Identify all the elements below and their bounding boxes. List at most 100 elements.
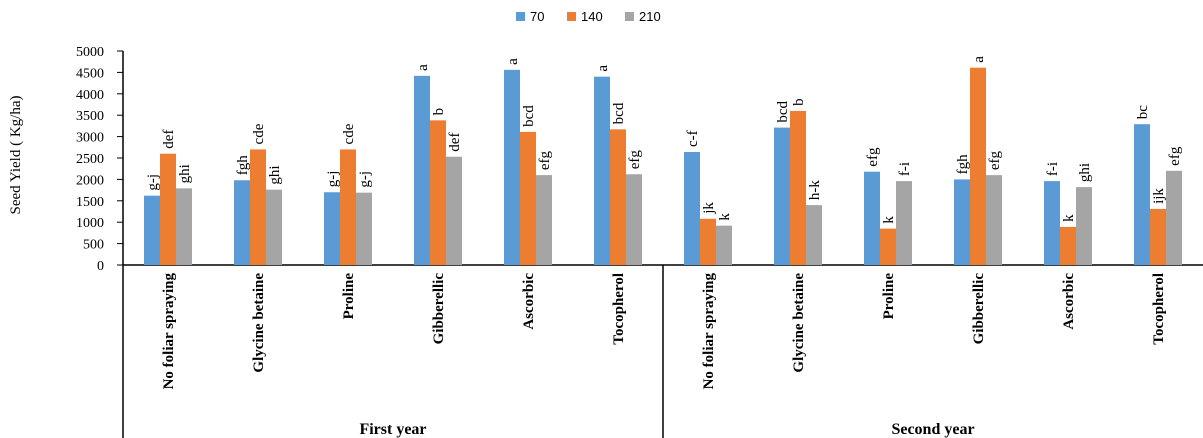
y-tick-label: 3500	[76, 109, 104, 124]
bar-210	[1076, 187, 1092, 265]
legend-swatch-70	[516, 12, 525, 21]
bars-layer	[144, 67, 1182, 266]
significance-label: a	[505, 58, 521, 65]
significance-label: a	[595, 65, 611, 72]
category-label: Gibberellic	[431, 273, 447, 345]
bar-70	[234, 180, 250, 265]
y-tick-label: 2000	[76, 173, 104, 188]
bar-140	[250, 149, 266, 265]
y-tick-label: 1500	[76, 195, 104, 210]
significance-label: fgh	[955, 154, 971, 174]
legend-swatch-210	[625, 12, 634, 21]
axes: 0 500 1000 1500 2000 2500 3000 3500 4000 4500 5000	[76, 45, 1203, 438]
bar-140	[160, 153, 176, 265]
significance-label: cde	[251, 123, 267, 144]
significance-label: efg	[627, 150, 643, 170]
y-tick-label: 4000	[76, 88, 104, 103]
y-axis-title: Seed Yield ( Kg/ha)	[8, 95, 24, 214]
bar-210	[806, 205, 822, 265]
y-tick-label: 0	[97, 259, 104, 274]
significance-label: f-i	[897, 162, 913, 176]
group-label: First year	[359, 421, 426, 438]
bar-70	[1134, 124, 1150, 265]
bar-140	[790, 110, 806, 265]
category-labels-layer: No foliar spraying Glycine betaine Proline…	[161, 265, 1167, 438]
category-label: Proline	[341, 273, 357, 320]
legend-label: 210	[639, 9, 661, 24]
significance-label: bcd	[611, 102, 627, 124]
category-label: No foliar spraying	[701, 273, 717, 390]
bar-210	[716, 225, 732, 265]
bar-140	[430, 120, 446, 265]
significance-label: a	[971, 56, 987, 63]
y-tick-label: 1000	[76, 216, 104, 231]
bar-210	[1166, 170, 1182, 265]
significance-label: bcd	[775, 100, 791, 122]
significance-label: b	[431, 108, 447, 116]
significance-label: k	[717, 213, 733, 221]
bar-70	[954, 179, 970, 265]
bar-210	[536, 175, 552, 265]
bar-70	[594, 76, 610, 266]
significance-label: fgh	[235, 155, 251, 175]
bar-140	[520, 131, 536, 265]
significance-label: k	[881, 216, 897, 224]
bar-70	[324, 192, 340, 265]
significance-label: c-f	[685, 130, 701, 147]
bar-140	[340, 149, 356, 265]
significance-label: b	[791, 98, 807, 106]
legend-swatch-140	[567, 12, 576, 21]
bar-70	[504, 69, 520, 265]
y-tick-label: 3000	[76, 131, 104, 146]
category-label: Glycine betaine	[791, 273, 807, 373]
y-tick-label: 5000	[76, 45, 104, 60]
y-tick-label: 500	[83, 238, 104, 253]
bar-210	[986, 175, 1002, 265]
bar-70	[1044, 181, 1060, 265]
category-label: Gibberellic	[971, 273, 987, 345]
bar-140	[880, 228, 896, 265]
category-label: Ascorbic	[521, 273, 537, 330]
legend-label: 70	[530, 9, 544, 24]
bar-70	[414, 75, 430, 265]
significance-label: def	[161, 130, 177, 149]
significance-label: a	[415, 64, 431, 71]
significance-label: g-j	[325, 171, 341, 188]
bar-140	[610, 129, 626, 265]
significance-label: g-j	[357, 171, 373, 188]
significance-label: bcd	[521, 105, 537, 127]
bar-140	[1150, 208, 1166, 265]
bar-70	[144, 195, 160, 265]
y-tick-label: 2500	[76, 152, 104, 167]
significance-label: bc	[1135, 105, 1151, 120]
category-label: Tocopherol	[1151, 273, 1167, 345]
significance-label: jk	[701, 202, 717, 215]
bar-70	[774, 127, 790, 265]
group-label: Second year	[891, 421, 974, 438]
significance-label: k	[1061, 214, 1077, 222]
significance-label: g-j	[145, 174, 161, 191]
category-label: Tocopherol	[611, 273, 627, 345]
significance-label: efg	[987, 150, 1003, 170]
significance-label: ghi	[267, 166, 283, 185]
significance-label: efg	[1167, 146, 1183, 166]
bar-210	[446, 156, 462, 265]
bar-210	[626, 174, 642, 265]
bar-70	[864, 171, 880, 265]
category-label: No foliar spraying	[161, 273, 177, 390]
category-label: Proline	[881, 273, 897, 320]
category-label: Glycine betaine	[251, 273, 267, 373]
bar-210	[266, 189, 282, 265]
significance-label: efg	[865, 147, 881, 167]
bar-140	[970, 67, 986, 265]
y-tick-label: 4500	[76, 66, 104, 81]
bar-140	[1060, 226, 1076, 265]
significance-label: f-i	[1045, 162, 1061, 176]
category-label: Ascorbic	[1061, 273, 1077, 330]
significance-label: efg	[537, 150, 553, 170]
significance-label: def	[447, 133, 463, 152]
significance-label: cde	[341, 123, 357, 144]
bar-210	[896, 181, 912, 265]
